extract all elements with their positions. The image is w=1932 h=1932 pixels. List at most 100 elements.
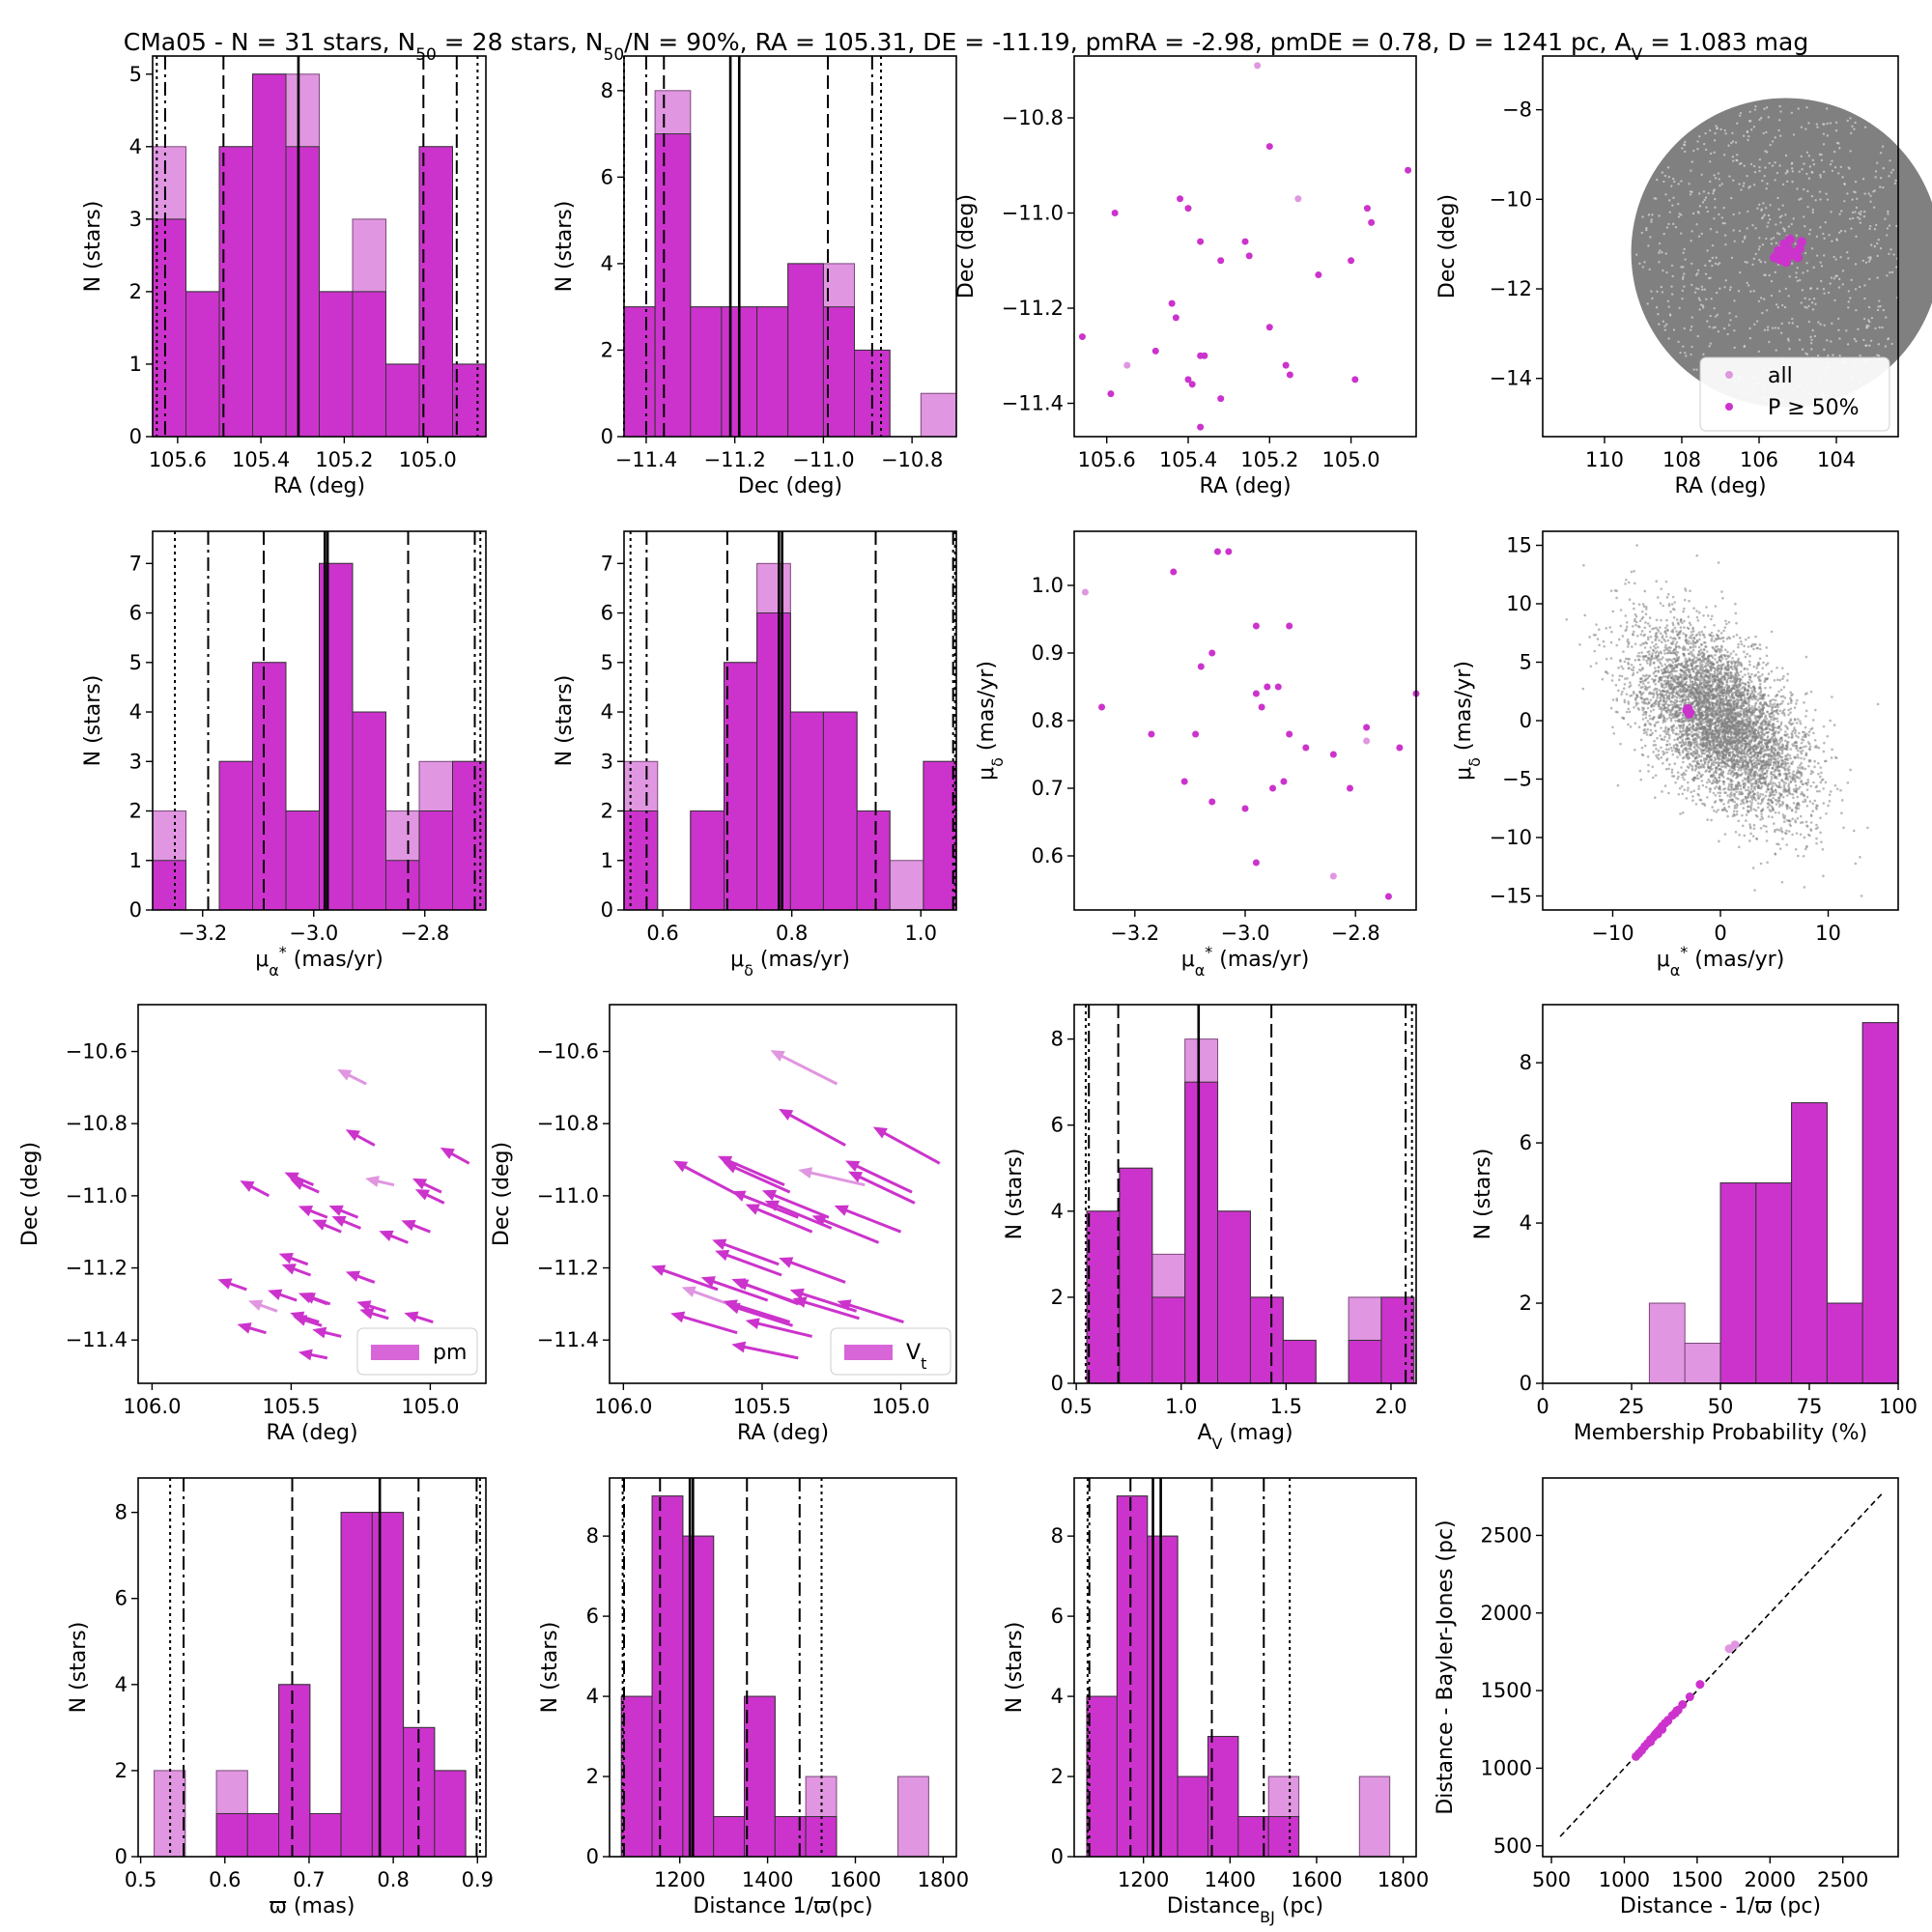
field-speck xyxy=(1765,106,1769,109)
pm-speck xyxy=(1662,750,1664,753)
pm-speck xyxy=(1618,674,1622,677)
pm-speck xyxy=(1666,658,1670,661)
point-member xyxy=(1184,376,1192,384)
field-speck xyxy=(1716,127,1719,129)
field-speck xyxy=(1768,217,1772,221)
pm-speck xyxy=(1660,618,1662,622)
field-speck xyxy=(1743,164,1746,167)
pm-speck xyxy=(1738,790,1741,794)
pm-speck xyxy=(1739,670,1743,673)
pm-speck xyxy=(1661,664,1663,668)
pm-speck xyxy=(1662,694,1666,697)
y-tick-label: −8 xyxy=(1502,99,1532,122)
field-speck xyxy=(1881,145,1885,148)
pm-speck xyxy=(1735,621,1738,625)
field-speck xyxy=(1876,308,1880,312)
field-speck xyxy=(1766,151,1769,154)
pm-speck xyxy=(1644,711,1648,714)
pm-speck xyxy=(1822,750,1826,753)
field-speck xyxy=(1854,211,1857,213)
field-speck xyxy=(1718,178,1720,181)
field-speck xyxy=(1752,164,1756,168)
pm-speck xyxy=(1768,712,1771,716)
pm-speck xyxy=(1670,768,1674,772)
field-speck xyxy=(1730,141,1733,145)
field-speck xyxy=(1672,196,1675,200)
field-speck xyxy=(1838,147,1841,150)
pm-speck xyxy=(1783,832,1787,835)
field-speck xyxy=(1795,271,1798,274)
point-member xyxy=(1286,730,1293,738)
field-speck xyxy=(1829,162,1833,166)
field-speck xyxy=(1758,237,1761,240)
pm-speck xyxy=(1791,693,1794,696)
pm-speck xyxy=(1660,705,1662,709)
field-speck xyxy=(1673,180,1676,184)
pm-speck xyxy=(1671,731,1675,734)
field-speck xyxy=(1834,121,1838,124)
pm-speck xyxy=(1784,790,1787,793)
pm-speck xyxy=(1706,818,1709,821)
pm-speck xyxy=(1647,650,1651,653)
y-tick-label: 0.9 xyxy=(1032,641,1064,665)
pm-speck xyxy=(1681,751,1685,754)
field-speck xyxy=(1682,275,1685,278)
pm-speck xyxy=(1603,644,1606,648)
field-speck xyxy=(1702,142,1706,146)
pm-speck xyxy=(1673,738,1676,742)
field-speck xyxy=(1681,147,1684,150)
pm-speck xyxy=(1801,820,1804,824)
field-speck xyxy=(1803,162,1805,165)
field-speck xyxy=(1822,123,1825,126)
pm-speck xyxy=(1787,736,1790,739)
field-speck xyxy=(1876,254,1879,258)
field-speck xyxy=(1764,273,1767,276)
field-speck xyxy=(1734,141,1738,144)
field-speck xyxy=(1703,288,1706,291)
pm-speck xyxy=(1775,705,1777,708)
field-speck xyxy=(1805,172,1808,176)
pm-speck xyxy=(1809,828,1812,831)
field-speck xyxy=(1863,297,1866,300)
field-speck xyxy=(1751,223,1754,227)
field-speck xyxy=(1747,284,1750,287)
pm-speck xyxy=(1777,773,1780,776)
pm-speck xyxy=(1761,673,1764,676)
field-speck xyxy=(1804,128,1807,130)
field-speck xyxy=(1885,234,1889,237)
field-speck xyxy=(1802,187,1805,191)
y-tick-label: 0.7 xyxy=(1032,777,1064,800)
field-speck xyxy=(1778,134,1782,137)
field-speck xyxy=(1820,153,1823,156)
field-speck xyxy=(1704,272,1708,275)
field-speck xyxy=(1856,197,1859,200)
point-member xyxy=(1192,730,1200,738)
field-speck xyxy=(1867,260,1871,263)
bar-p50 xyxy=(623,810,659,911)
field-speck xyxy=(1680,180,1683,183)
field-speck xyxy=(1758,258,1761,262)
field-speck xyxy=(1796,325,1799,328)
field-speck xyxy=(1759,260,1763,264)
field-speck xyxy=(1749,290,1752,293)
field-speck xyxy=(1847,306,1850,309)
field-speck xyxy=(1831,159,1833,162)
pm-speck xyxy=(1612,731,1616,735)
field-speck xyxy=(1855,308,1858,312)
field-speck xyxy=(1746,261,1749,264)
field-speck xyxy=(1857,215,1860,219)
pm-speck xyxy=(1794,810,1798,813)
pm-speck xyxy=(1682,610,1685,613)
field-speck xyxy=(1655,306,1659,309)
pm-speck xyxy=(1793,777,1797,780)
pm-speck xyxy=(1697,611,1701,614)
pm-speck xyxy=(1649,733,1653,737)
pm-speck xyxy=(1646,720,1650,723)
pm-speck xyxy=(1683,598,1687,602)
pm-speck xyxy=(1806,778,1810,781)
pm-speck xyxy=(1713,623,1716,627)
pm-speck xyxy=(1753,739,1756,743)
pm-speck xyxy=(1775,790,1778,794)
pm-speck xyxy=(1595,623,1598,626)
pm-speck xyxy=(1609,640,1613,644)
